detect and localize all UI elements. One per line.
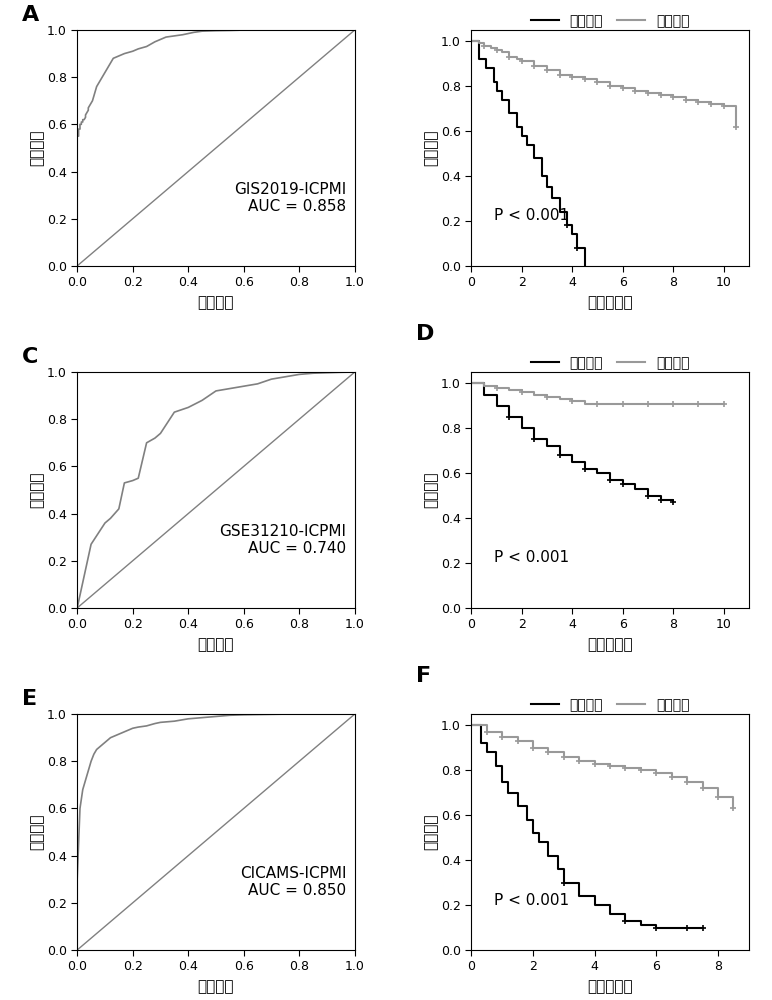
Text: B: B (416, 0, 433, 2)
Text: GSE31210-ICPMI
AUC = 0.740: GSE31210-ICPMI AUC = 0.740 (219, 524, 347, 556)
Text: P < 0.001: P < 0.001 (493, 550, 569, 565)
Text: GIS2019-ICPMI
AUC = 0.858: GIS2019-ICPMI AUC = 0.858 (234, 182, 347, 214)
Legend: 高风险组, 低风险组: 高风险组, 低风险组 (525, 9, 695, 34)
X-axis label: 时间（年）: 时间（年） (587, 295, 633, 310)
Legend: 高风险组, 低风险组: 高风险组, 低风险组 (525, 693, 695, 718)
Text: F: F (416, 666, 431, 686)
Y-axis label: 总生存率: 总生存率 (423, 130, 438, 166)
Y-axis label: 真阳阵率: 真阳阵率 (29, 472, 44, 508)
Text: P < 0.001: P < 0.001 (493, 893, 569, 908)
X-axis label: 时间（年）: 时间（年） (587, 979, 633, 994)
X-axis label: 假阳性率: 假阳性率 (198, 295, 234, 310)
X-axis label: 假阳性率: 假阳性率 (198, 637, 234, 652)
Y-axis label: 真阳阵率: 真阳阵率 (29, 130, 44, 166)
Text: C: C (22, 347, 38, 367)
X-axis label: 假阳性率: 假阳性率 (198, 979, 234, 994)
Y-axis label: 真阳阵率: 真阳阵率 (29, 814, 44, 850)
Text: E: E (22, 689, 37, 709)
Legend: 高风险组, 低风险组: 高风险组, 低风险组 (525, 351, 695, 376)
Y-axis label: 总生存率: 总生存率 (423, 814, 438, 850)
Text: D: D (416, 324, 434, 344)
Text: P < 0.001: P < 0.001 (493, 208, 569, 223)
Y-axis label: 总生存率: 总生存率 (423, 472, 438, 508)
X-axis label: 时间（年）: 时间（年） (587, 637, 633, 652)
Text: CICAMS-ICPMI
AUC = 0.850: CICAMS-ICPMI AUC = 0.850 (240, 866, 347, 898)
Text: A: A (22, 5, 39, 25)
